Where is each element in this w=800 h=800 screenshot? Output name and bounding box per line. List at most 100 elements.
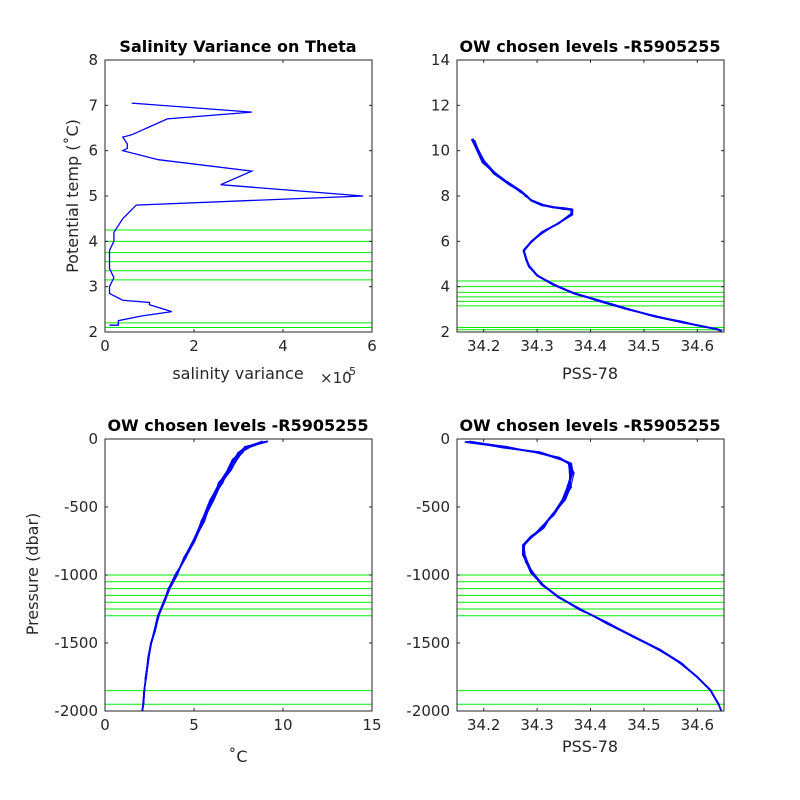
x-tick-label: 5: [189, 716, 199, 734]
plot-area-salinity-theta: 34.2 34.3 34.4 34.5 34.6 2 4 6 8 10 12 14: [431, 51, 725, 355]
x-tick-label: 6: [367, 337, 377, 355]
profile-line: [471, 139, 722, 332]
panel-salinity-theta: 34.2 34.3 34.4 34.5 34.6 2 4 6 8 10 12 14 OW chosen…: [431, 37, 725, 383]
profile-line: [472, 139, 722, 332]
y-tick-label: -500: [64, 498, 98, 516]
x-tick-label: 4: [278, 337, 288, 355]
y-tick-label: -1000: [54, 566, 98, 584]
profile-mean-line: [467, 440, 723, 712]
plot-area-salinity-pressure: 34.2 34.3 34.4 34.5 34.6 -2000 -1500 -1000 -500 0: [406, 430, 725, 734]
x-tick-label: 0: [100, 337, 110, 355]
y-tick-label: 2: [88, 323, 98, 341]
profile-line: [141, 441, 266, 712]
profile-mean-line: [472, 138, 722, 332]
y-tick-label: 6: [440, 232, 450, 250]
variance-series-line: [108, 102, 364, 326]
panel-salinity-pressure: 34.2 34.3 34.4 34.5 34.6 -2000 -1500 -1000 -500 0…: [406, 416, 725, 756]
profile-line: [141, 440, 267, 712]
axes-box: [104, 59, 373, 333]
x-tick-label: 34.6: [681, 716, 714, 734]
y-tick-label: -1500: [54, 634, 98, 652]
x-axis-exponent-power: -5: [345, 365, 356, 378]
y-tick-label: 8: [88, 51, 98, 69]
profile-line: [474, 139, 722, 332]
profile-line: [468, 442, 722, 711]
x-tick-label: 15: [362, 716, 381, 734]
profile-line: [470, 441, 722, 712]
profile-line: [142, 440, 268, 711]
y-tick-label: 4: [88, 232, 98, 250]
profile-mean-line: [141, 440, 266, 712]
y-tick-label: 0: [440, 430, 450, 448]
x-tick-label: 34.3: [520, 716, 553, 734]
x-axis-label-salinity-theta: PSS-78: [562, 364, 618, 383]
y-tick-label: 0: [88, 430, 98, 448]
x-tick-label: 34.2: [467, 716, 500, 734]
x-tick-label: 34.3: [520, 337, 553, 355]
y-tick-label: -1000: [406, 566, 450, 584]
x-axis-label-salinity-variance: salinity variance: [172, 364, 303, 383]
profile-line: [142, 441, 269, 711]
y-tick-label: -2000: [406, 702, 450, 720]
axes-box: [456, 59, 725, 333]
x-tick-label: 34.4: [574, 716, 607, 734]
chart-title-salinity-variance: Salinity Variance on Theta: [119, 37, 356, 56]
x-tick-label: 34.6: [681, 337, 714, 355]
x-tick-label: 2: [189, 337, 199, 355]
profile-line: [465, 441, 722, 712]
x-tick-label: 0: [100, 716, 110, 734]
profile-line: [467, 441, 722, 712]
chart-title-salinity-theta: OW chosen levels -R5905255: [459, 37, 720, 56]
x-tick-label: 34.5: [627, 337, 660, 355]
profile-line: [466, 441, 723, 712]
x-axis-label-temp-pressure: ˚C: [228, 747, 247, 766]
y-tick-label: 3: [88, 278, 98, 296]
profile-line: [472, 138, 722, 332]
x-tick-label: 34.2: [467, 337, 500, 355]
y-tick-label: 6: [88, 142, 98, 160]
profile-line: [472, 139, 722, 332]
profile-line: [141, 441, 266, 711]
plot-area-temp-pressure: 0 5 10 15 -2000 -1500 -1000 -500 0: [54, 430, 381, 734]
profile-line: [141, 440, 263, 712]
y-axis-label-potential-temp: Potential temp (˚C): [63, 119, 82, 273]
y-tick-label: -1500: [406, 634, 450, 652]
y-tick-label: 7: [88, 96, 98, 114]
profile-line: [468, 441, 722, 711]
profile-line: [466, 441, 722, 712]
profile-line: [471, 139, 722, 332]
x-tick-label: 34.4: [574, 337, 607, 355]
x-axis-exponent-base: ×10: [320, 369, 352, 387]
profile-line: [141, 441, 263, 711]
x-axis-label-salinity-pressure: PSS-78: [562, 737, 618, 756]
profile-line: [469, 440, 722, 712]
profile-line: [141, 440, 263, 711]
y-tick-label: 8: [440, 187, 450, 205]
chart-title-temp-pressure: OW chosen levels -R5905255: [107, 416, 368, 435]
y-tick-label: 14: [431, 51, 450, 69]
profile-line: [464, 441, 722, 712]
y-tick-label: -2000: [54, 702, 98, 720]
y-tick-label: 10: [431, 142, 450, 160]
y-axis-label-pressure: Pressure (dbar): [23, 513, 42, 636]
profile-line: [141, 441, 264, 712]
y-tick-label: 12: [431, 96, 450, 114]
chart-title-salinity-pressure: OW chosen levels -R5905255: [459, 416, 720, 435]
y-tick-label: -500: [416, 498, 450, 516]
y-tick-label: 5: [88, 187, 98, 205]
profile-line: [466, 441, 722, 711]
y-tick-label: 4: [440, 278, 450, 296]
x-tick-label: 10: [273, 716, 292, 734]
profile-line: [469, 440, 722, 712]
profile-line: [142, 441, 263, 711]
panel-temp-pressure: 0 5 10 15 -2000 -1500 -1000 -500 0 OW chosen lev…: [23, 416, 382, 766]
x-tick-label: 34.5: [627, 716, 660, 734]
profile-line: [469, 440, 722, 712]
y-tick-label: 2: [440, 323, 450, 341]
profile-line: [142, 441, 264, 712]
profile-line: [141, 440, 268, 711]
profile-line: [472, 139, 722, 332]
